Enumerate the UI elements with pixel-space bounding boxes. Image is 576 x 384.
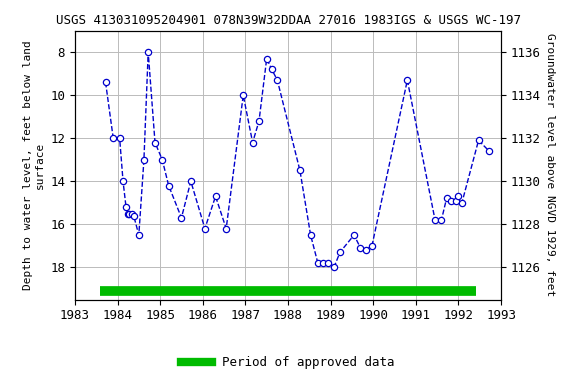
Y-axis label: Depth to water level, feet below land
surface: Depth to water level, feet below land su… bbox=[23, 40, 44, 290]
Title: USGS 413031095204901 078N39W32DDAA 27016 1983IGS & USGS WC-197: USGS 413031095204901 078N39W32DDAA 27016… bbox=[55, 14, 521, 27]
Legend: Period of approved data: Period of approved data bbox=[176, 351, 400, 374]
Y-axis label: Groundwater level above NGVD 1929, feet: Groundwater level above NGVD 1929, feet bbox=[545, 33, 555, 297]
